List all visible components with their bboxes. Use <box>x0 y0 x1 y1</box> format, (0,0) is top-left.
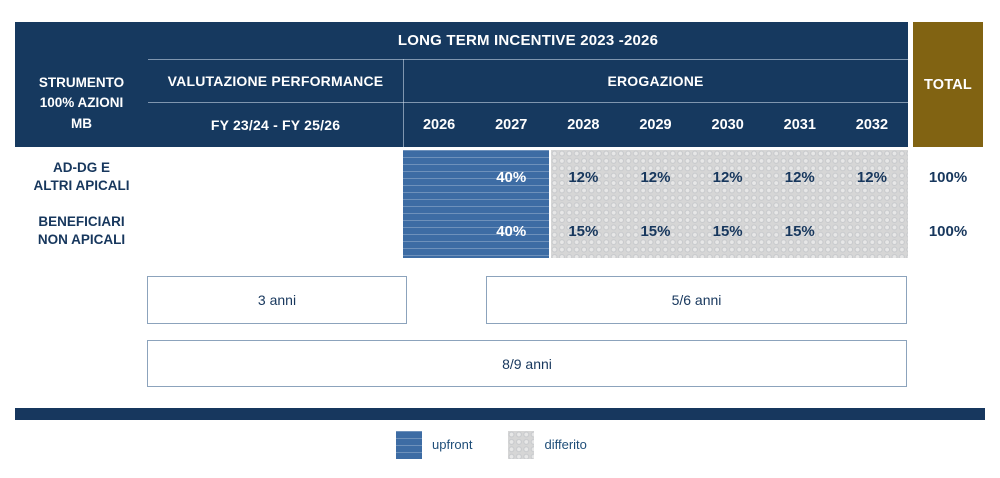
fy-period-header: FY 23/24 - FY 25/26 <box>210 117 341 133</box>
row1-label-line1: AD-DG E <box>53 159 110 175</box>
header-divider-top <box>148 59 908 60</box>
value-cell-2028-row1: 12% <box>568 168 599 186</box>
table-header-background <box>15 22 908 147</box>
value-row-ad-dg: 40% 12% 12% 12% 12% 12% <box>403 150 908 204</box>
year-header-2031: 2031 <box>783 117 816 133</box>
total-cell-row2: 100% <box>928 222 968 240</box>
value-cell-2027-row1: 40% <box>496 168 527 186</box>
value-cell-2032-row2 <box>836 204 908 258</box>
row2-label-line2: NON APICALI <box>37 232 126 247</box>
erogazione-header: EROGAZIONE <box>607 73 704 89</box>
value-cell-2030-row1: 12% <box>712 168 743 186</box>
year-header-2029: 2029 <box>639 117 672 133</box>
value-cell-2029-row1: 12% <box>640 168 671 186</box>
row-header-line2: 100% AZIONI <box>39 95 124 111</box>
legend-upfront-label: upfront <box>432 437 473 452</box>
header-column-divider <box>403 59 404 147</box>
value-cell-2031-row2: 15% <box>784 222 815 240</box>
year-header-2030: 2030 <box>711 117 744 133</box>
year-header-2026: 2026 <box>422 117 456 133</box>
row-label-ad-dg: AD-DG E ALTRI APICALI <box>15 150 148 204</box>
total-cell-row1: 100% <box>928 168 968 186</box>
year-header-2028: 2028 <box>567 117 600 133</box>
value-cell-2029-row2: 15% <box>640 222 671 240</box>
value-row-beneficiari: 40% 15% 15% 15% 15% <box>403 204 908 258</box>
table-title: LONG TERM INCENTIVE 2023 -2026 <box>397 32 659 49</box>
value-cell-2032-row1: 12% <box>856 168 887 186</box>
year-header-2032: 2032 <box>855 117 889 133</box>
differito-block <box>551 150 908 258</box>
legend-upfront-swatch <box>396 430 422 459</box>
row1-label-line2: ALTRI APICALI <box>33 178 130 193</box>
row2-label-line1: BENEFICIARI <box>38 213 125 229</box>
header-divider-bottom <box>148 102 908 103</box>
legend-differito-swatch <box>508 430 535 459</box>
duration-box-8-9-anni: 8/9 anni <box>147 340 907 387</box>
row-label-beneficiari: BENEFICIARI NON APICALI <box>15 204 148 258</box>
duration-box-5-6-anni: 5/6 anni <box>486 276 907 324</box>
row-header-line3: MB <box>71 115 92 131</box>
value-cell-2026-row1 <box>403 150 475 204</box>
row-header-line1: STRUMENTO <box>38 75 125 91</box>
value-cell-2026-row2 <box>403 204 475 258</box>
legend: upfront differito <box>396 430 587 459</box>
row-header-strumento: STRUMENTO 100% AZIONI MB <box>15 60 148 147</box>
total-column-header: TOTAL <box>913 22 983 147</box>
bottom-divider-bar <box>15 408 985 420</box>
duration-box-3-anni: 3 anni <box>147 276 407 324</box>
year-header-row: 2026 2027 2028 2029 2030 2031 2032 <box>403 103 908 147</box>
upfront-block <box>403 150 549 258</box>
legend-differito-label: differito <box>544 437 587 452</box>
value-cell-2028-row2: 15% <box>568 222 599 240</box>
value-cell-2031-row1: 12% <box>784 168 815 186</box>
total-header-label: TOTAL <box>924 76 972 93</box>
valutazione-performance-header: VALUTAZIONE PERFORMANCE <box>167 73 384 89</box>
value-cell-2027-row2: 40% <box>496 222 527 240</box>
year-header-2027: 2027 <box>495 117 528 133</box>
value-cell-2030-row2: 15% <box>712 222 743 240</box>
